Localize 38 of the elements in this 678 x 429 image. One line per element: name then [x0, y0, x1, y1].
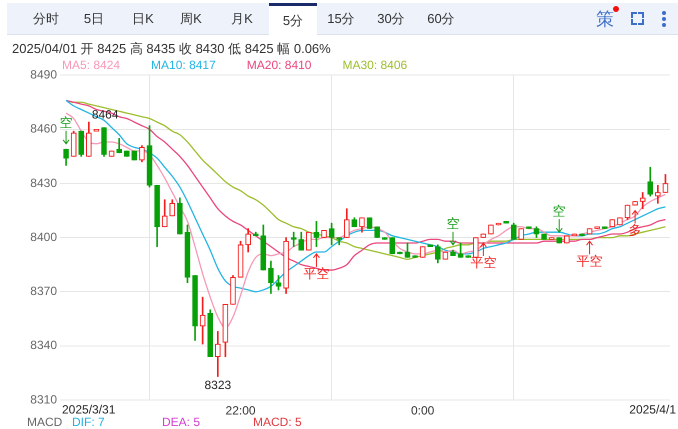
x-tick-label: 22:00 — [226, 404, 256, 418]
text: MA20: 8410 — [246, 58, 312, 72]
text: 月K — [230, 10, 254, 28]
y-tick-label: 8340 — [30, 338, 58, 352]
candlestick — [314, 221, 320, 247]
text: 策 — [596, 8, 614, 31]
text: 5分 — [269, 3, 317, 36]
chart-subtitle: 2025/04/01 开 8425 高 8435 收 8430 低 8425 幅 0.06% — [12, 41, 331, 57]
annotation: 平空 — [576, 253, 603, 268]
text: 2025/4/1 — [629, 402, 676, 416]
y-tick-label: 8490 — [30, 68, 58, 82]
text: MA30: 8406 — [342, 58, 408, 72]
y-tick-label: 8310 — [30, 392, 58, 406]
text: MACD: 5 — [253, 415, 302, 429]
text: DEA: 5 — [162, 415, 200, 429]
y-tick-label: 8430 — [30, 176, 58, 190]
annotation: 平空 — [303, 266, 330, 281]
text: 5日 — [82, 10, 106, 28]
text: MACD — [27, 415, 62, 429]
annotation: 8323 — [204, 378, 232, 392]
annotation: 空 — [552, 203, 566, 218]
text: 周K — [179, 10, 203, 28]
text: MA5: 8424 — [62, 58, 120, 72]
text: MA10: 8417 — [151, 58, 216, 72]
text: DIF: 7 — [72, 415, 105, 429]
text: 15分 — [326, 10, 356, 28]
text: 60分 — [426, 10, 456, 28]
text: 30分 — [376, 10, 406, 28]
annotation: 空 — [60, 114, 73, 130]
x-tick-label: 0:00 — [410, 404, 435, 418]
annotation: 空 — [446, 216, 460, 231]
y-tick-label: 8460 — [30, 122, 58, 136]
text: 日K — [131, 10, 155, 28]
y-tick-label: 8400 — [30, 230, 58, 244]
candlestick — [276, 275, 282, 290]
y-tick-label: 8370 — [30, 284, 58, 298]
text: 分时 — [32, 10, 60, 28]
text: 2025/3/31 — [62, 402, 116, 416]
